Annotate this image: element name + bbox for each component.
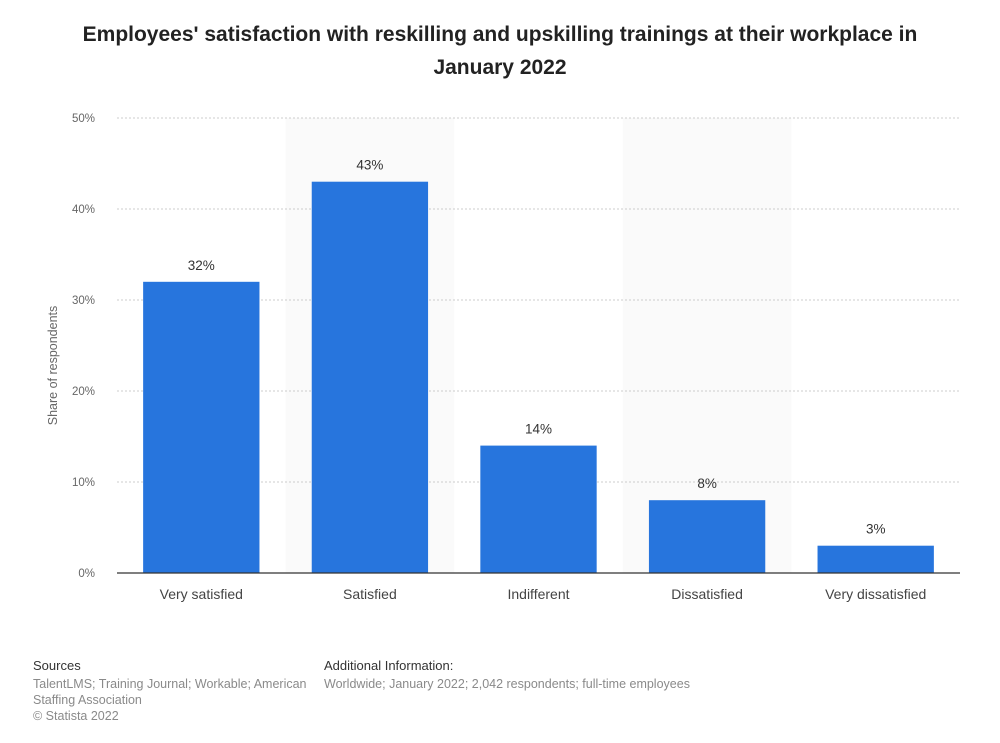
x-tick-label: Satisfied	[343, 586, 397, 602]
bar-value-label: 32%	[188, 258, 215, 273]
x-tick-label: Very satisfied	[160, 586, 243, 602]
x-tick-label: Indifferent	[507, 586, 569, 602]
bar-value-label: 3%	[866, 522, 886, 537]
x-axis-ticks: Very satisfied Satisfied Indifferent Dissat…	[160, 586, 927, 602]
y-axis-label: Share of respondents	[46, 306, 60, 426]
bar-chart: 32% 43% 14% 8% 3% 0% 10% 20% 30% 40% 50% Very sat…	[46, 113, 960, 602]
additional-info-text: Worldwide; January 2022; 2,042 responden…	[324, 677, 690, 691]
x-tick-label: Very dissatisfied	[825, 586, 926, 602]
chart-title: Employees' satisfaction with reskilling …	[82, 23, 918, 79]
sources-line: Staffing Association	[33, 693, 142, 707]
category-band	[622, 118, 792, 573]
y-tick-label: 50%	[72, 113, 95, 125]
bar	[480, 445, 597, 573]
y-tick-label: 40%	[72, 204, 95, 216]
y-tick-label: 10%	[72, 477, 95, 489]
bar	[817, 545, 934, 573]
copyright-line: © Statista 2022	[33, 709, 119, 723]
sources-block: Sources TalentLMS; Training Journal; Wor…	[33, 658, 313, 724]
x-tick-label: Dissatisfied	[671, 586, 743, 602]
bar-value-label: 8%	[697, 476, 717, 491]
bar	[143, 281, 260, 573]
bar-value-label: 43%	[356, 158, 383, 173]
value-labels: 32% 43% 14% 8% 3%	[188, 158, 886, 537]
additional-info-block: Additional Information: Worldwide; Janua…	[324, 658, 744, 692]
bars	[143, 181, 934, 573]
bar	[648, 500, 766, 573]
y-tick-label: 30%	[72, 295, 95, 307]
y-tick-label: 0%	[78, 568, 95, 580]
bar	[311, 181, 429, 573]
y-axis-ticks: 0% 10% 20% 30% 40% 50%	[72, 113, 95, 580]
y-tick-label: 20%	[72, 386, 95, 398]
sources-line: TalentLMS; Training Journal; Workable; A…	[33, 677, 307, 691]
additional-info-heading: Additional Information:	[324, 658, 454, 673]
sources-heading: Sources	[33, 658, 81, 673]
bar-value-label: 14%	[525, 422, 552, 437]
